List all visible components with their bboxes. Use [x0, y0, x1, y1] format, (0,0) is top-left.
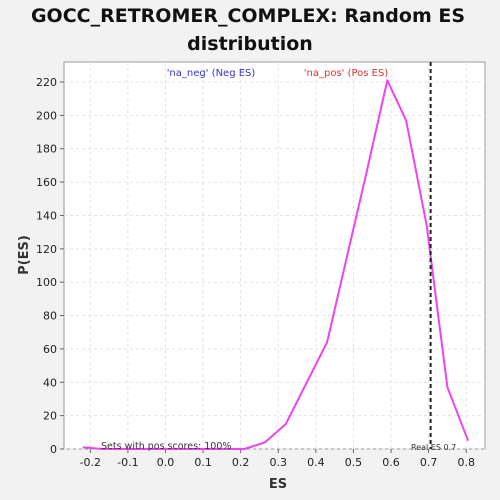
x-tick-label: 0.4 [307, 456, 325, 469]
y-tick-label: 140 [36, 209, 57, 222]
x-tick-label: 0.0 [157, 456, 175, 469]
random-es-series-line [82, 79, 470, 450]
x-axis-ticks: -0.2 -0.1 0.0 0.1 0.2 0.3 0.4 0.5 0.6 0.7 0.8 [80, 449, 475, 469]
x-tick-label: 0.3 [270, 456, 288, 469]
x-axis-label: ES [269, 477, 287, 492]
x-tick-label: 0.5 [345, 456, 363, 469]
legend-neg-label: 'na_neg' (Neg ES) [167, 68, 256, 79]
plot-area [63, 61, 486, 450]
x-tick-label: 0.6 [382, 456, 400, 469]
grid-lines [64, 62, 485, 450]
y-tick-label: 100 [36, 276, 57, 289]
y-tick-label: 0 [50, 443, 57, 456]
y-tick-label: 220 [36, 76, 57, 89]
y-axis-ticks: 0 20 40 60 80 100 120 140 160 180 200 220 [36, 76, 64, 456]
legend-pos-label: 'na_pos' (Pos ES) [304, 68, 389, 79]
x-tick-label: 0.1 [194, 456, 212, 469]
x-tick-label: 0.8 [457, 456, 475, 469]
y-tick-label: 160 [36, 176, 57, 189]
y-axis-label: P(ES) [17, 235, 32, 275]
y-tick-label: 40 [43, 376, 57, 389]
chart-title-line1: GOCC_RETROMER_COMPLEX: Random ES [31, 5, 465, 27]
y-tick-label: 200 [36, 109, 57, 122]
y-tick-label: 80 [43, 310, 57, 323]
y-tick-label: 60 [43, 343, 57, 356]
x-tick-label: -0.1 [117, 456, 138, 469]
y-tick-label: 120 [36, 243, 57, 256]
x-tick-label: 0.7 [420, 456, 438, 469]
real-es-label: Real ES 0.7 [411, 443, 456, 452]
x-tick-label: -0.2 [80, 456, 101, 469]
y-tick-label: 20 [43, 410, 57, 423]
y-tick-label: 180 [36, 143, 57, 156]
x-tick-label: 0.2 [232, 456, 250, 469]
chart-title-line2: distribution [187, 33, 313, 55]
pos-scores-annotation: Sets with pos scores: 100% [101, 441, 231, 452]
